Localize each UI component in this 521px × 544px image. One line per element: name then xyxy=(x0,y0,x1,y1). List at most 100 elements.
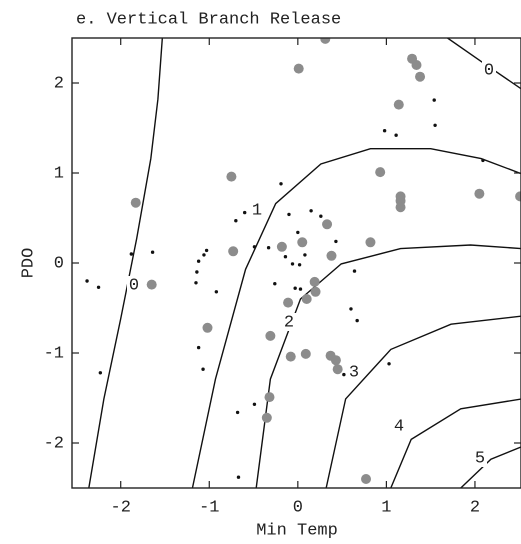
scatter-point xyxy=(303,253,307,257)
contour-label: 0 xyxy=(484,61,494,80)
scatter-point xyxy=(287,212,291,217)
scatter-point xyxy=(415,71,426,82)
scatter-point xyxy=(201,367,205,371)
scatter-point xyxy=(361,474,372,484)
contour-label: 5 xyxy=(475,449,485,468)
scatter-point xyxy=(265,330,276,341)
scatter-point xyxy=(146,279,157,290)
scatter-point xyxy=(252,245,257,249)
scatter-point xyxy=(276,241,287,252)
contour-line xyxy=(460,446,521,488)
contour-line xyxy=(325,315,521,488)
scatter-point xyxy=(228,246,239,257)
scatter-point xyxy=(433,123,437,128)
scatter-point xyxy=(375,167,386,178)
y-tick-label: -1 xyxy=(44,344,64,363)
y-tick-label: -2 xyxy=(44,434,64,453)
scatter-point xyxy=(319,214,323,218)
scatter-point xyxy=(387,362,391,366)
chart-title: e. Vertical Branch Release xyxy=(76,10,341,29)
scatter-point xyxy=(322,219,333,230)
scatter-point xyxy=(204,248,209,253)
scatter-point xyxy=(382,129,387,133)
scatter-point xyxy=(235,410,240,415)
scatter-point xyxy=(226,171,237,182)
scatter-point xyxy=(196,345,201,350)
scatter-point xyxy=(194,281,198,285)
scatter-point xyxy=(330,355,341,366)
y-tick-label: 0 xyxy=(54,254,64,273)
contour-line xyxy=(390,398,521,488)
scatter-point xyxy=(334,239,338,244)
scatter-point xyxy=(195,270,199,274)
scatter-point xyxy=(85,279,89,283)
contour-label-bg xyxy=(250,201,264,219)
contour-label: 3 xyxy=(349,363,359,382)
scatter-point xyxy=(283,255,288,259)
scatter-point xyxy=(252,402,257,406)
scatter-point xyxy=(96,285,101,289)
scatter-point xyxy=(283,297,294,308)
scatter-point xyxy=(481,158,485,163)
scatter-point xyxy=(395,202,406,213)
scatter-point xyxy=(474,188,485,199)
scatter-point xyxy=(285,351,296,362)
scatter-point xyxy=(214,290,219,294)
scatter-point xyxy=(261,412,272,423)
contour-label: 2 xyxy=(284,313,294,332)
x-tick-label: -1 xyxy=(199,498,219,517)
scatter-point xyxy=(365,237,376,248)
scatter-point xyxy=(279,182,283,186)
scatter-point xyxy=(332,364,343,375)
scatter-point xyxy=(202,322,213,333)
x-axis-label: Min Temp xyxy=(256,521,338,540)
y-tick-label: 2 xyxy=(54,74,64,93)
contour-label-bg xyxy=(347,363,361,381)
scatter-point xyxy=(310,286,321,297)
x-tick-label: 2 xyxy=(470,498,480,517)
contour-label-bg xyxy=(282,313,296,331)
scatter-point xyxy=(297,237,308,248)
y-axis-label: PDO xyxy=(19,248,38,279)
scatter-point xyxy=(293,286,297,290)
scatter-point xyxy=(349,307,353,311)
scatter-point xyxy=(300,348,311,359)
y-tick-label: 1 xyxy=(54,164,64,183)
scatter-point xyxy=(393,99,404,110)
scatter-point xyxy=(394,133,398,137)
scatter-point xyxy=(273,282,277,286)
contour-label-bg xyxy=(127,276,141,294)
scatter-point xyxy=(355,318,359,323)
scatter-point xyxy=(298,287,303,291)
contour-label-bg xyxy=(482,61,496,79)
scatter-point xyxy=(432,98,436,102)
scatter-point xyxy=(296,230,300,235)
scatter-point xyxy=(290,262,295,266)
scatter-point xyxy=(309,209,313,213)
x-tick-label: 0 xyxy=(293,498,303,517)
scatter-point xyxy=(130,197,141,208)
scatter-point xyxy=(242,210,247,215)
scatter-point xyxy=(264,392,275,403)
scatter-point xyxy=(234,219,238,223)
scatter-point xyxy=(150,250,155,254)
contour-line xyxy=(191,148,521,488)
scatter-point xyxy=(352,269,357,273)
scatter-point xyxy=(266,246,271,250)
contour-label: 1 xyxy=(252,201,262,220)
contour-label: 4 xyxy=(394,417,404,436)
scatter-point xyxy=(320,38,331,44)
x-tick-label: 1 xyxy=(381,498,391,517)
scatter-point xyxy=(98,371,103,375)
contour-label-bg xyxy=(392,417,406,435)
scatter-point xyxy=(196,259,201,263)
scatter-point xyxy=(309,276,320,287)
scatter-point xyxy=(129,252,134,256)
scatter-point xyxy=(297,263,302,267)
scatter-point xyxy=(515,191,521,202)
contour-label: 0 xyxy=(129,276,139,295)
contour-line xyxy=(88,38,164,488)
scatter-point xyxy=(342,372,346,377)
scatter-point xyxy=(301,294,312,304)
